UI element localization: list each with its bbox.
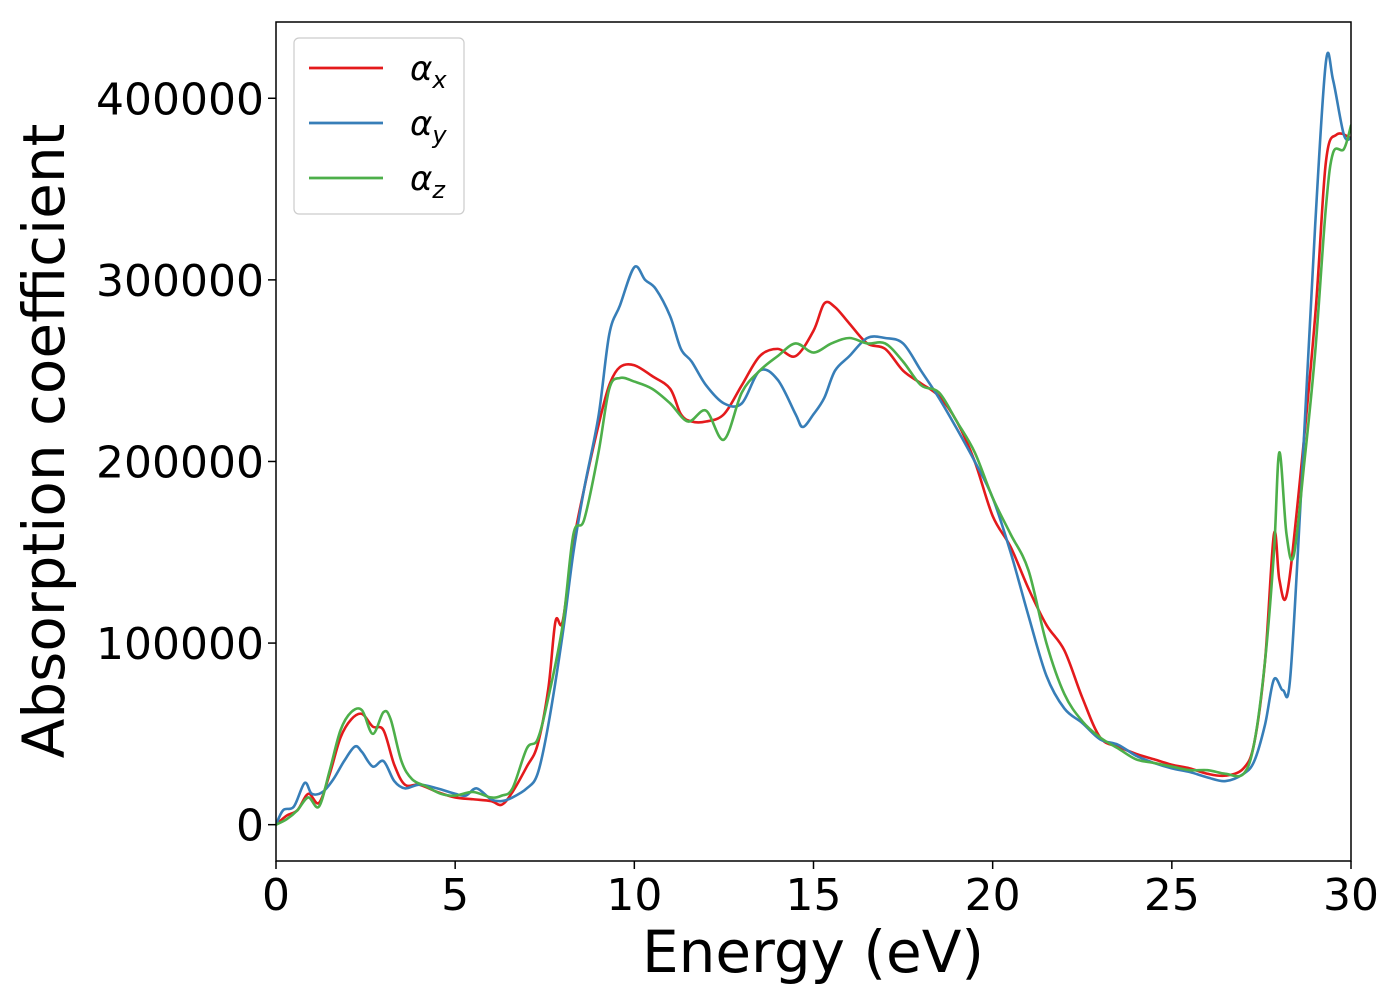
series-line-alpha-x xyxy=(276,132,1351,826)
y-axis-ticks: 0 100000 200000 300000 400000 xyxy=(96,74,276,852)
legend-label-alpha-x: αx xyxy=(410,49,447,94)
x-tick-label: 30 xyxy=(1323,870,1379,921)
x-tick-label: 10 xyxy=(606,870,662,921)
x-tick-label: 0 xyxy=(262,870,290,921)
x-tick-label: 20 xyxy=(965,870,1021,921)
legend-label-alpha-y: αy xyxy=(410,104,447,149)
series-layer xyxy=(276,51,1351,826)
y-tick-label: 200000 xyxy=(96,437,264,488)
y-tick-label: 0 xyxy=(236,801,264,852)
y-axis-title: Absorption coefficient xyxy=(10,124,78,759)
y-tick-label: 100000 xyxy=(96,619,264,670)
x-axis-title: Energy (eV) xyxy=(642,918,984,986)
legend-label-alpha-z: αz xyxy=(410,159,446,204)
y-tick-label: 300000 xyxy=(96,256,264,307)
legend-box xyxy=(293,37,465,215)
series-line-alpha-y xyxy=(276,51,1351,826)
x-tick-label: 5 xyxy=(441,870,469,921)
legend: αx αy αz xyxy=(293,37,465,215)
x-axis-ticks: 0 5 10 15 20 25 30 xyxy=(262,861,1379,921)
y-tick-label: 400000 xyxy=(96,74,264,125)
x-tick-label: 25 xyxy=(1144,870,1200,921)
series-line-alpha-z xyxy=(276,124,1351,826)
x-tick-label: 15 xyxy=(786,870,842,921)
